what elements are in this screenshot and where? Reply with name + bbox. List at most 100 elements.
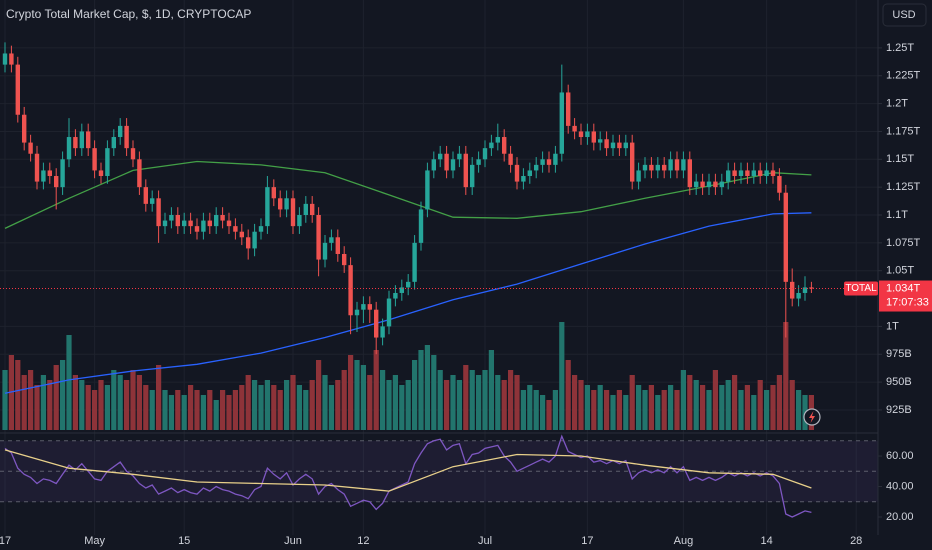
candle-body: [310, 203, 315, 215]
volume-bar: [719, 385, 725, 430]
volume-bar: [514, 375, 520, 430]
candle-body: [265, 187, 270, 227]
candle-body: [137, 159, 142, 188]
candle-body: [585, 131, 590, 138]
volume-bar: [360, 365, 366, 430]
candle-body: [386, 298, 392, 327]
candle-body: [54, 176, 59, 188]
candle-body: [412, 242, 417, 282]
y-tick-label: 925B: [886, 404, 912, 416]
volume-bar: [348, 355, 354, 430]
candle-body: [482, 148, 488, 160]
volume-bar: [431, 355, 437, 430]
alert-icon[interactable]: [803, 408, 821, 426]
x-tick-label: 15: [178, 535, 190, 547]
currency-button[interactable]: [882, 3, 927, 27]
volume-bar: [309, 380, 315, 430]
price-tag: [879, 280, 932, 312]
volume-bar: [405, 380, 411, 430]
volume-bar: [380, 370, 386, 430]
volume-bar: [258, 385, 264, 430]
candle-body: [34, 153, 40, 182]
volume-bar: [2, 370, 8, 430]
volume-bar: [284, 380, 290, 430]
volume-bar: [322, 375, 328, 430]
volume-bar: [213, 400, 219, 430]
candle-body: [41, 170, 46, 182]
candle-body: [450, 159, 456, 171]
volume-bar: [168, 395, 174, 430]
candle-body: [719, 181, 724, 188]
volume-bar: [239, 385, 245, 430]
candle-body: [431, 159, 436, 171]
price-value: 1.034T: [886, 282, 921, 294]
candle-body: [278, 198, 283, 210]
candle-body: [252, 231, 257, 249]
volume-bar: [642, 390, 648, 430]
volume-bar: [15, 360, 21, 430]
rsi-ma-line: [4, 449, 812, 492]
volume-bar: [207, 390, 213, 430]
volume-bar: [40, 375, 46, 430]
candle-body: [220, 215, 225, 221]
candle-body: [559, 92, 564, 154]
y-tick-label: 1.225T: [886, 70, 921, 82]
candle-body: [758, 170, 763, 177]
volume-bar: [674, 390, 680, 430]
volume-bar: [469, 370, 475, 430]
volume-bar: [764, 390, 770, 430]
volume-bar: [437, 370, 443, 430]
candle-body: [694, 181, 699, 188]
volume-bar: [508, 370, 514, 430]
volume-bar: [559, 322, 565, 430]
candle-body: [156, 198, 161, 227]
y-tick-label: 950B: [886, 376, 912, 388]
candle-body: [194, 226, 200, 232]
volume-bar: [572, 375, 578, 430]
candle-body: [566, 92, 571, 126]
volume-bar: [232, 390, 238, 430]
volume-bar: [226, 395, 232, 430]
candle-body: [150, 198, 155, 204]
volume-bar: [220, 390, 226, 430]
volume-bar: [412, 360, 418, 430]
volume-bar: [450, 375, 456, 430]
candle-body: [604, 139, 609, 149]
candle-body: [540, 159, 545, 165]
volume-bar: [706, 390, 712, 430]
volume-bar: [424, 345, 430, 430]
candle-body: [470, 164, 475, 188]
volume-bar: [725, 380, 731, 430]
candle-body: [348, 265, 353, 316]
candle-body: [700, 181, 705, 188]
candle-body: [9, 53, 14, 65]
candle-body: [591, 131, 596, 143]
volume-bar: [367, 375, 373, 430]
x-tick-label: May: [84, 535, 105, 547]
candle-body: [444, 153, 449, 171]
candle-body: [783, 192, 788, 282]
candle-body: [751, 170, 756, 177]
currency[interactable]: USD: [892, 9, 915, 21]
candle-body: [706, 181, 712, 188]
candle-body: [303, 203, 308, 215]
candle-body: [22, 114, 27, 143]
candle-body: [681, 159, 686, 171]
symbol-tag: [844, 281, 878, 296]
candle-body: [316, 215, 321, 260]
candle-body: [2, 53, 8, 65]
y-tick-label: 1.05T: [886, 265, 914, 277]
volume-bar: [399, 385, 405, 430]
volume-bar: [341, 370, 347, 430]
candle-body: [367, 304, 372, 310]
volume-bar: [463, 365, 469, 430]
volume-bar: [744, 385, 750, 430]
volume-bar: [527, 385, 533, 430]
volume-bar: [552, 390, 558, 430]
volume-bar: [392, 375, 398, 430]
x-tick-label: Jul: [478, 535, 492, 547]
candle-body: [92, 148, 97, 171]
candle-body: [796, 292, 801, 299]
volume-bar: [328, 385, 334, 430]
candle-body: [393, 292, 398, 299]
